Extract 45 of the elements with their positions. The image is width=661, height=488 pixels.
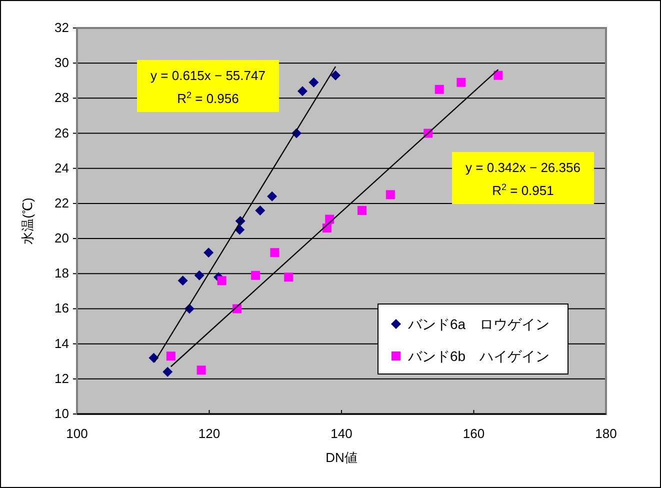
x-tick-label: 160 [462, 426, 485, 441]
point [358, 206, 366, 215]
x-tick-label: 120 [198, 426, 220, 441]
y-tick-label: 20 [54, 230, 69, 246]
y-tick-label: 24 [54, 160, 69, 176]
y-tick-label: 12 [54, 370, 69, 386]
point [196, 366, 206, 375]
point [267, 191, 278, 202]
point [178, 276, 188, 286]
point [386, 190, 395, 200]
annotation: y = 0.615x − 55.747 [150, 68, 266, 83]
y-tick-label: 22 [54, 195, 69, 210]
point [217, 276, 226, 286]
point [162, 366, 173, 377]
point [434, 84, 444, 94]
point [330, 70, 341, 80]
point [456, 78, 466, 87]
y-tick-label: 16 [54, 300, 69, 316]
y-tick-label: 26 [54, 125, 69, 140]
y-tick-label: 18 [54, 266, 69, 281]
annotation: R$^{2}$ = 0.951 [492, 182, 554, 198]
y-tick-label: 32 [54, 20, 69, 35]
point [166, 352, 176, 361]
point [251, 270, 260, 280]
annotation: R$^{2}$ = 0.956 [177, 90, 239, 106]
y-axis-title: 水温(℃) [20, 198, 35, 244]
point [194, 270, 204, 280]
point [284, 272, 294, 282]
point [297, 86, 308, 96]
x-axis-title: DN値 [326, 450, 358, 465]
y-tick-label: 30 [54, 55, 69, 70]
y-tick-label: 10 [54, 406, 69, 421]
y-tick-label: 14 [54, 336, 69, 351]
y-tick-label: 28 [54, 90, 69, 106]
point [270, 248, 280, 258]
legend-label: バンド6b ハイゲイン [407, 348, 550, 364]
point [255, 205, 266, 216]
annotation: y = 0.342x − 26.356 [466, 160, 580, 175]
legend-label: バンド6a ロウゲイン [407, 316, 550, 332]
x-tick-label: 100 [66, 426, 88, 441]
point [494, 70, 503, 80]
point [308, 77, 319, 88]
x-tick-label: 180 [595, 426, 617, 441]
point [204, 248, 214, 258]
x-tick-label: 140 [330, 426, 352, 441]
